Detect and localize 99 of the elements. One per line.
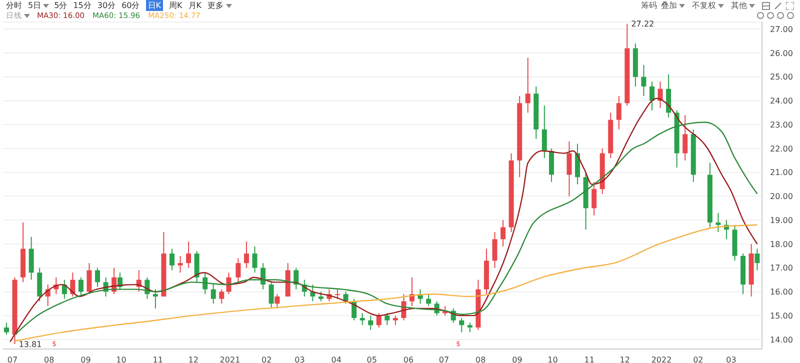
- x-tick-label: 11: [152, 356, 163, 363]
- y-tick-label: 18.00: [770, 240, 793, 249]
- candlestick: [542, 105, 547, 159]
- candlestick: [310, 284, 316, 302]
- x-tick-label: 10: [548, 356, 558, 363]
- candlestick: [682, 114, 688, 161]
- x-tick-label: 2022: [651, 356, 672, 363]
- candlestick: [592, 181, 597, 216]
- candlestick: [236, 258, 241, 283]
- y-tick-label: 27.00: [770, 25, 793, 34]
- candlestick: [37, 267, 42, 302]
- candlestick: [210, 284, 216, 304]
- candlestick: [28, 236, 34, 280]
- candlestick: [152, 288, 158, 309]
- candlestick: [252, 246, 258, 274]
- candlestick: [202, 272, 208, 295]
- candlestick: [78, 276, 84, 297]
- candlestick: [641, 64, 646, 96]
- text: 不复权: [692, 0, 716, 11]
- candlestick: [500, 220, 506, 247]
- x-tick-label: 12: [188, 356, 198, 363]
- y-tick-label: 14.00: [770, 335, 793, 344]
- candlestick: [186, 241, 192, 268]
- x-tick-label: 2021: [220, 356, 240, 363]
- y-tick-label: 23.00: [770, 120, 793, 130]
- candlestick: [384, 312, 390, 326]
- x-tick-label: 10: [116, 356, 126, 363]
- candlestick: [226, 272, 232, 295]
- y-tick-label: 15.00: [770, 311, 793, 320]
- y-tick-label: 20.00: [770, 192, 793, 202]
- text: 5分: [54, 0, 68, 11]
- candlestick: [335, 288, 340, 300]
- x-tick-label: 11: [584, 356, 594, 363]
- x-tick-label: 12: [620, 356, 630, 363]
- x-tick-label: 07: [438, 356, 450, 363]
- y-tick-label: 26.00: [770, 48, 793, 58]
- candlestick: [219, 288, 224, 304]
- x-tick-label: 04: [331, 356, 342, 363]
- candlestick: [376, 312, 382, 328]
- candlestick: [459, 317, 464, 333]
- text: 月K: [188, 0, 202, 11]
- annotation: 27.22: [631, 20, 654, 29]
- text: 更多: [208, 0, 224, 11]
- candlestick: [649, 81, 654, 111]
- x-tick-label: 05: [366, 356, 377, 363]
- x-tick-label: 03: [294, 356, 305, 363]
- x-tick-label: 03: [726, 356, 736, 363]
- text: 叠加: [661, 0, 677, 11]
- candlestick: [575, 143, 580, 185]
- candlestick: [658, 81, 663, 108]
- text: 5日: [28, 0, 42, 11]
- candlestick: [86, 262, 92, 295]
- candlestick: [244, 241, 249, 268]
- candlestick: [368, 315, 374, 330]
- candlestick: [95, 267, 100, 288]
- text: 60分: [122, 0, 140, 11]
- text: 30分: [97, 0, 116, 11]
- candlestick: [268, 282, 274, 309]
- y-tick-label: 17.00: [770, 264, 793, 273]
- candlestick: [178, 255, 183, 274]
- annotation: 13.81: [18, 340, 42, 349]
- text: 周K: [169, 0, 182, 11]
- candlestick: [549, 148, 554, 182]
- x-tick-label: 02: [262, 356, 272, 363]
- candlestick: [616, 95, 622, 130]
- x-tick-label: 08: [476, 356, 486, 363]
- text: 分时: [6, 0, 22, 11]
- candlestick: [170, 248, 174, 271]
- y-tick-label: 22.00: [770, 144, 793, 154]
- y-tick-label: 21.00: [770, 168, 793, 178]
- line-series: [14, 224, 758, 342]
- y-tick-label: 24.00: [770, 96, 793, 106]
- candlestick: [467, 322, 472, 333]
- candlestick: [392, 315, 398, 326]
- candlestick: [492, 232, 498, 268]
- text: 日K: [146, 0, 163, 11]
- x-tick-label: 06: [403, 356, 414, 363]
- x-tick-label: 09: [512, 356, 522, 363]
- text: 筹码: [641, 0, 657, 11]
- y-tick-label: 19.00: [770, 216, 793, 225]
- candlestick: [274, 294, 280, 309]
- candlestick: [666, 74, 672, 118]
- text: 其他: [731, 0, 747, 11]
- candlestick: [525, 57, 530, 114]
- x-tick-label: 09: [80, 356, 91, 363]
- candlestick: [754, 248, 760, 271]
- candlestick: [194, 250, 200, 283]
- x-tick-label: 02: [693, 356, 704, 363]
- candlestick: [318, 291, 324, 302]
- candlestick: [360, 312, 365, 326]
- candlestick: [566, 140, 572, 197]
- candlestick: [4, 322, 9, 336]
- candlestick: [426, 294, 432, 307]
- x-tick-label: 07: [7, 356, 18, 363]
- text: 15分: [73, 0, 92, 11]
- y-tick-label: 25.00: [770, 72, 793, 82]
- y-tick-label: 16.00: [770, 288, 793, 297]
- candlestick: [716, 212, 721, 233]
- x-tick-label: 08: [44, 356, 54, 363]
